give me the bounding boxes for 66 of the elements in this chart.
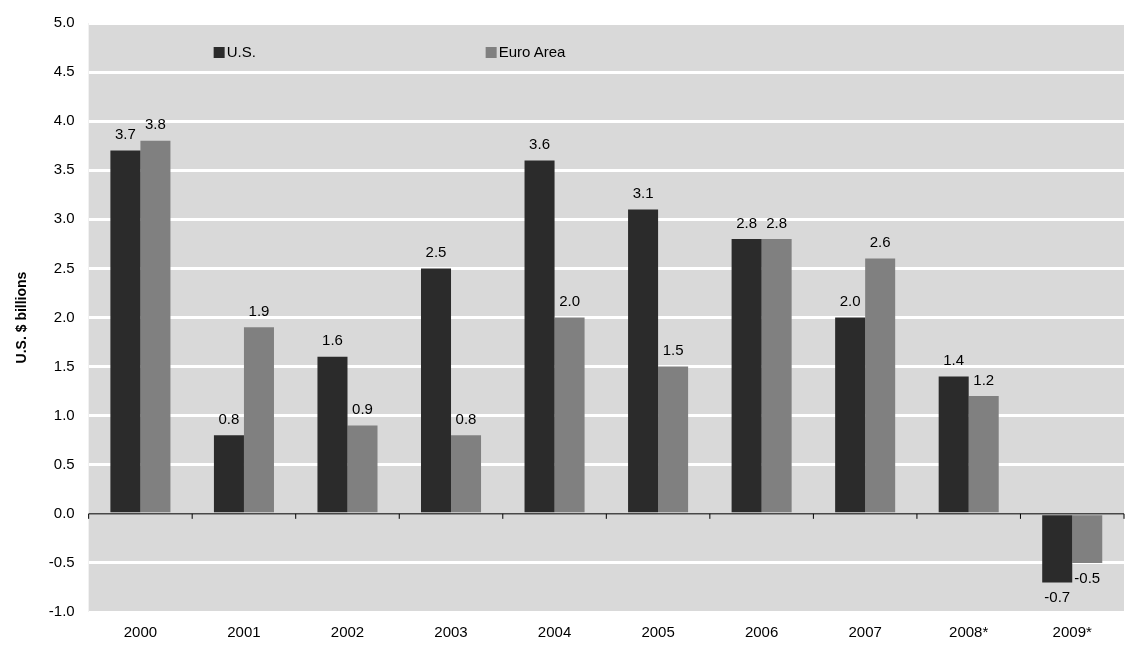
data-label: 3.1 (632, 184, 654, 202)
y-tick-label: 1.5 (53, 356, 75, 374)
bar (140, 140, 171, 513)
data-label: -0.7 (1044, 588, 1071, 606)
bar (658, 366, 689, 513)
x-tick-label: 2006 (744, 623, 779, 641)
y-tick-label: 0.5 (53, 454, 75, 472)
data-label: 2.0 (839, 292, 861, 310)
bar (243, 327, 274, 513)
x-tick-label: 2002 (330, 623, 365, 641)
bar (451, 435, 482, 513)
data-label: 1.2 (973, 370, 995, 388)
bar (524, 160, 555, 513)
y-tick-label: 4.0 (53, 111, 75, 129)
x-tick-label: 2007 (848, 623, 882, 641)
bar (110, 150, 141, 513)
y-axis-title: U.S. $ billions (13, 271, 30, 364)
y-tick-label: 2.0 (53, 307, 75, 325)
y-tick-label: -0.5 (48, 553, 75, 571)
bar (731, 238, 762, 513)
data-label: -0.5 (1074, 568, 1101, 586)
x-tick-label: 2000 (123, 623, 158, 641)
y-tick-label: 0.0 (53, 503, 75, 521)
x-tick-label: 2004 (537, 623, 572, 641)
bar (628, 209, 659, 513)
bar (761, 238, 792, 513)
data-label: 2.6 (869, 233, 891, 251)
y-tick-label: 5.0 (53, 13, 75, 31)
data-label: 2.5 (425, 243, 447, 261)
x-tick-label: 2003 (434, 623, 468, 641)
data-label: 1.5 (662, 341, 684, 359)
bar (1072, 515, 1103, 563)
data-label: 2.8 (736, 213, 758, 231)
data-label: 0.8 (455, 409, 477, 427)
legend-label: U.S. (226, 43, 256, 61)
y-tick-label: 3.5 (53, 160, 75, 178)
bar (213, 435, 244, 513)
bar (421, 268, 452, 513)
y-tick-label: 1.0 (53, 405, 75, 423)
bar (835, 317, 866, 513)
x-tick-label: 2009* (1052, 623, 1092, 641)
bar (865, 258, 896, 513)
bar (317, 356, 348, 513)
data-label: 0.9 (352, 400, 373, 418)
data-label: 1.4 (943, 351, 965, 369)
y-tick-label: 4.5 (53, 62, 75, 80)
bar (554, 317, 585, 513)
data-label: 1.6 (322, 331, 343, 349)
legend-label: Euro Area (498, 43, 567, 61)
x-tick-label: 2005 (641, 623, 675, 641)
bar (1042, 515, 1073, 583)
bar (968, 396, 999, 513)
data-label: 0.8 (218, 409, 240, 427)
data-label: 3.8 (145, 115, 166, 133)
y-tick-label: 2.5 (53, 258, 75, 276)
bar (347, 425, 378, 513)
x-tick-label: 2008* (949, 623, 989, 641)
data-label: 3.6 (529, 135, 550, 153)
bar (938, 376, 969, 513)
data-label: 2.8 (766, 213, 788, 231)
data-label: 1.9 (248, 301, 270, 319)
y-tick-label: -1.0 (48, 602, 75, 620)
x-tick-label: 2001 (227, 623, 261, 641)
data-label: 2.0 (559, 292, 580, 310)
y-tick-label: 3.0 (53, 209, 75, 227)
data-label: 3.7 (114, 125, 136, 143)
